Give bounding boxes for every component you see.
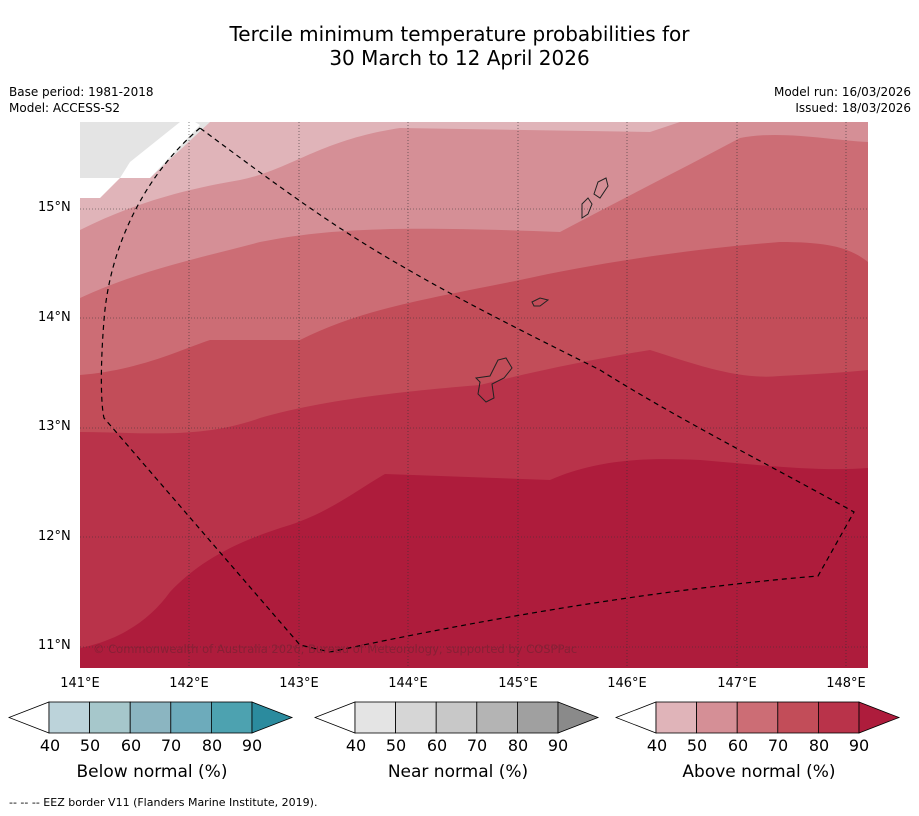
base-period: Base period: 1981-2018 [9,85,154,99]
near-cell-50 [395,701,437,734]
colorbar-below-cells [8,701,294,734]
above-normal-label: Above normal (%) [682,762,836,782]
below-tick-40: 40 [39,736,61,755]
island-saipan [593,177,609,199]
above-tick-90: 90 [848,736,870,755]
island-rota [531,297,550,307]
above-cell-80 [817,701,860,734]
above-cell-70 [777,701,819,734]
near-cell-gt90 [557,701,600,734]
above-cell-60 [736,701,779,734]
above-tick-70: 70 [767,736,789,755]
near-tick-70: 70 [466,736,488,755]
issued-date: Issued: 18/03/2026 [795,101,911,115]
below-cell-lt40 [8,701,50,734]
below-cell-gt90 [251,701,294,734]
below-cell-80 [210,701,253,734]
lat-label-13n: 13°N [38,419,71,434]
below-tick-50: 50 [79,736,101,755]
below-cell-70 [170,701,212,734]
gridlines [80,122,868,668]
above-tick-80: 80 [808,736,830,755]
title-line-2: 30 March to 12 April 2026 [329,46,590,70]
lat-label-14n: 14°N [38,310,71,325]
island-guam [474,357,513,403]
lat-label-15n: 15°N [38,200,71,215]
near-tick-40: 40 [345,736,367,755]
above-cell-lt40 [615,701,657,734]
above-tick-50: 50 [686,736,708,755]
island-tinian [581,197,593,219]
band-90-plus [80,459,868,668]
above-tick-40: 40 [646,736,668,755]
lat-label-12n: 12°N [38,529,71,544]
meta-left: Base period: 1981-2018 Model: ACCESS-S2 [9,84,154,116]
below-cell-50 [89,701,131,734]
colorbar-near-cells [314,701,600,734]
lat-label-11n: 11°N [38,638,71,653]
above-tick-60: 60 [727,736,749,755]
above-cell-50 [696,701,738,734]
near-tick-80: 80 [507,736,529,755]
probability-bands [80,122,868,668]
near-cell-70 [476,701,518,734]
near-cell-40 [354,701,396,734]
eez-border [100,127,855,653]
lon-label-146e: 146°E [607,676,647,691]
lon-label-143e: 143°E [279,676,319,691]
below-tick-90: 90 [241,736,263,755]
below-normal-label: Below normal (%) [76,762,228,782]
lon-label-148e: 148°E [826,676,866,691]
below-cell-60 [129,701,172,734]
lon-label-142e: 142°E [169,676,209,691]
lon-label-141e: 141°E [60,676,100,691]
below-tick-70: 70 [160,736,182,755]
below-cell-40 [48,701,90,734]
lon-label-147e: 147°E [717,676,757,691]
colorbar-above-cells [615,701,901,734]
near-tick-60: 60 [426,736,448,755]
title-line-1: Tercile minimum temperature probabilitie… [229,22,690,46]
near-tick-90: 90 [547,736,569,755]
model-name: Model: ACCESS-S2 [9,101,121,115]
copyright-text: © Commonwealth of Australia 2026, Bureau… [93,642,577,656]
above-cell-40 [655,701,697,734]
model-run: Model run: 16/03/2026 [773,85,911,99]
map-title: Tercile minimum temperature probabilitie… [0,22,919,70]
lon-label-144e: 144°E [388,676,428,691]
below-tick-80: 80 [201,736,223,755]
near-cell-lt40 [314,701,356,734]
colorbar-near [314,701,600,734]
meta-right: Model run: 16/03/2026 Issued: 18/03/2026 [774,84,911,116]
colorbar-below [8,701,294,734]
near-tick-50: 50 [385,736,407,755]
near-normal-label: Near normal (%) [387,762,529,782]
probability-map: © Commonwealth of Australia 2026, Bureau… [80,122,868,668]
near-cell-80 [516,701,559,734]
lon-label-145e: 145°E [498,676,538,691]
near-cell-60 [435,701,478,734]
coast-white-strip [80,122,200,198]
eez-footnote: -- -- -- EEZ border V11 (Flanders Marine… [9,796,318,809]
below-tick-60: 60 [120,736,142,755]
islands [474,177,609,403]
colorbar-above [615,701,901,734]
above-cell-gt90 [858,701,901,734]
